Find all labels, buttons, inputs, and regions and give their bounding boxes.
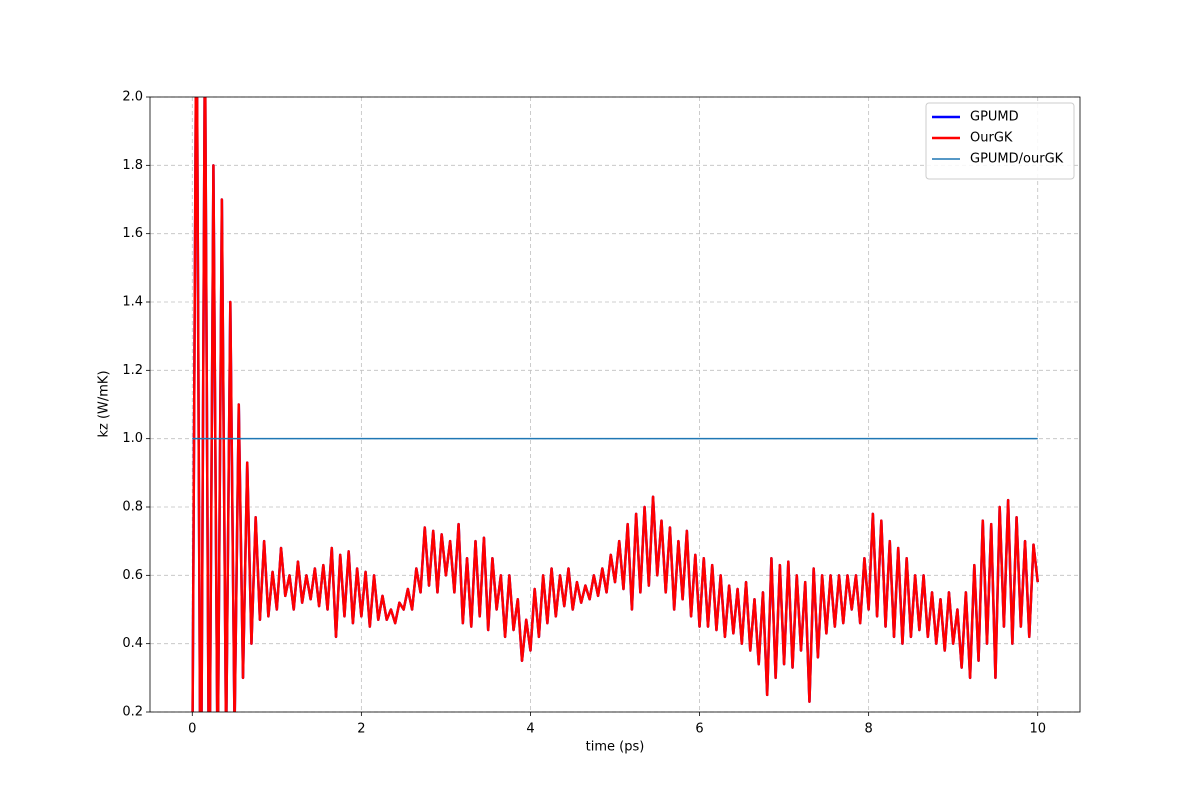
legend-box — [925, 102, 1075, 180]
y-tick-label: 1.2 — [122, 363, 143, 378]
axes-frame — [149, 96, 1081, 713]
x-tick-label: 8 — [864, 722, 872, 737]
series-line — [191, 97, 1039, 712]
y-tick-label: 2.0 — [122, 90, 143, 105]
legend-label: OurGK — [970, 131, 1013, 146]
y-tick-label: 0.4 — [122, 636, 143, 651]
y-tick-label: 1.0 — [122, 431, 143, 446]
legend-label: GPUMD — [970, 110, 1019, 125]
legend: GPUMD OurGK GPUMD/ourGK — [925, 102, 1075, 180]
x-tick-label: 10 — [1029, 722, 1046, 737]
y-tick-label: 0.6 — [122, 568, 143, 583]
y-tick-label: 0.8 — [122, 500, 143, 515]
y-axis-label: kz (W/mK) — [97, 370, 112, 437]
x-tick-label: 6 — [695, 722, 703, 737]
x-tick-label: 0 — [188, 722, 196, 737]
legend-label: GPUMD/ourGK — [970, 152, 1064, 167]
y-tick-label: 1.4 — [122, 295, 143, 310]
x-axis-label: time (ps) — [586, 740, 645, 755]
x-tick-label: 4 — [526, 722, 534, 737]
y-tick-label: 0.2 — [122, 705, 143, 720]
ticks: 0 2 4 6 8 10 0.2 0.4 0.6 0.8 1.0 1.2 1.4 1.6 1.8 2.0 — [122, 90, 1046, 737]
y-tick-label: 1.8 — [122, 158, 143, 173]
x-tick-label: 2 — [357, 722, 365, 737]
y-tick-label: 1.6 — [122, 226, 143, 241]
plot-area — [191, 97, 1039, 712]
